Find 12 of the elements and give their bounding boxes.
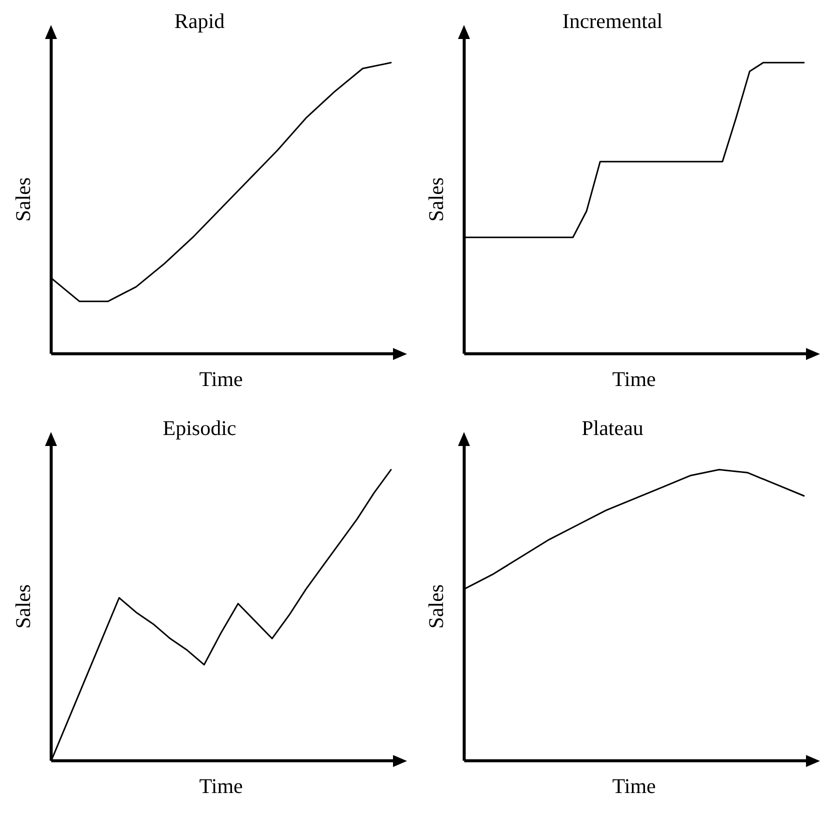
x-axis-title: Time bbox=[612, 774, 656, 798]
chart-title: Incremental bbox=[562, 9, 663, 34]
y-axis-title: Sales bbox=[11, 177, 36, 222]
y-axis-title: Sales bbox=[11, 584, 36, 629]
x-axis-title: Time bbox=[612, 366, 656, 391]
x-axis-title: Time bbox=[199, 774, 243, 798]
x-axis-title: Time bbox=[199, 366, 243, 391]
chart-title: Rapid bbox=[174, 9, 226, 34]
chart-title: Plateau bbox=[582, 416, 644, 440]
y-axis-title: Sales bbox=[424, 584, 448, 629]
y-axis-title: Sales bbox=[424, 177, 448, 222]
chart-title: Episodic bbox=[162, 416, 236, 440]
